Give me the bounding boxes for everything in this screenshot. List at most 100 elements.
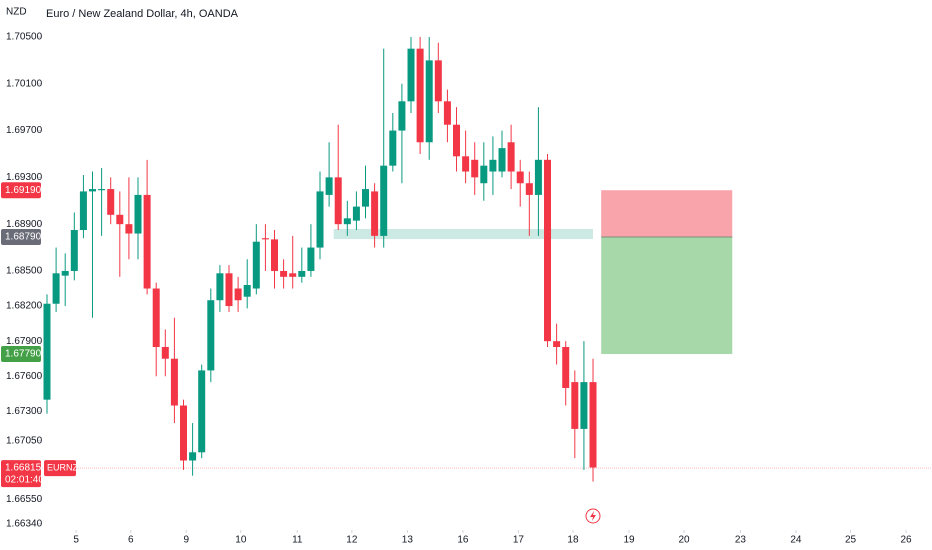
candle-body: [216, 273, 224, 301]
candle-body: [143, 194, 151, 289]
y-tick-label: 1.68200: [6, 301, 43, 312]
x-tick-label: 13: [402, 535, 414, 546]
x-tick-label: 18: [567, 535, 579, 546]
candle-body: [298, 270, 306, 277]
x-tick-label: 19: [623, 535, 635, 546]
candle-body: [498, 148, 506, 172]
candle-body: [107, 189, 115, 215]
x-tick-label: 20: [678, 535, 690, 546]
currency: NZD: [6, 7, 27, 18]
chart-title: Euro / New Zealand Dollar, 4h, OANDA: [46, 8, 239, 20]
candle-body: [134, 194, 142, 234]
y-tick-label: 1.67300: [6, 406, 43, 417]
candle-body: [471, 159, 479, 178]
candle-body: [407, 48, 415, 102]
candle-body: [261, 238, 269, 240]
price-badge: [1, 229, 41, 246]
price-badge: [1, 346, 41, 363]
candle-body: [70, 230, 78, 271]
candle-body: [398, 101, 406, 131]
candle-body: [544, 159, 552, 342]
x-tick-label: 12: [346, 535, 358, 546]
y-tick-label: 1.68900: [6, 219, 43, 230]
candle-body: [170, 358, 178, 406]
x-tick-label: 24: [790, 535, 802, 546]
candle-body: [580, 382, 588, 429]
zone: [333, 228, 594, 240]
candle-body: [161, 347, 169, 359]
candle-body: [534, 159, 542, 195]
stop-zone: [601, 190, 733, 238]
target-zone: [601, 237, 733, 355]
last-price-badge: [1, 460, 41, 488]
candle-body: [180, 405, 188, 461]
x-tick-label: 26: [901, 535, 913, 546]
y-tick-label: 1.67050: [6, 435, 43, 446]
y-tick-label: 1.68500: [6, 266, 43, 277]
candle-body: [589, 382, 597, 468]
candle-body: [362, 189, 370, 207]
last-price-label: 1.66815: [5, 463, 42, 474]
candle-body: [507, 142, 515, 172]
candle-body: [98, 189, 106, 191]
price-badge-label: 1.68790: [5, 232, 42, 243]
price-badge: [1, 182, 41, 199]
y-tick-label: 1.66550: [6, 494, 43, 505]
candle-body: [334, 177, 342, 225]
candle-body: [453, 124, 461, 157]
y-tick-label: 1.66340: [6, 518, 43, 529]
candle-body: [234, 288, 242, 301]
candle-body: [89, 189, 97, 192]
candle-body: [316, 191, 324, 248]
x-tick-label: 10: [235, 535, 247, 546]
symbol-badge: [44, 460, 76, 477]
candle-body: [52, 273, 60, 304]
candle-body: [289, 273, 297, 277]
candle-body: [434, 60, 442, 102]
candle-body: [480, 165, 488, 184]
x-tick-label: 25: [845, 535, 857, 546]
candle-body: [207, 300, 215, 371]
candle-body: [79, 191, 87, 231]
candle-body: [280, 270, 288, 277]
candle-body: [525, 183, 533, 195]
candle-body: [307, 247, 315, 271]
candle-body: [125, 224, 133, 234]
candle-body: [343, 218, 351, 225]
price-badge-label: 1.69190: [5, 185, 42, 196]
candle-body: [152, 288, 160, 348]
x-tick-label: 23: [735, 535, 747, 546]
y-tick-label: 1.67600: [6, 371, 43, 382]
x-tick-label: 6: [128, 535, 134, 546]
y-tick-label: 1.67900: [6, 336, 43, 347]
candle-body: [425, 60, 433, 143]
candle-body: [553, 341, 561, 348]
x-tick-label: 16: [457, 535, 469, 546]
candle-body: [225, 273, 233, 307]
candle-body: [325, 177, 333, 195]
candle-body: [116, 214, 124, 225]
y-tick-label: 1.70100: [6, 78, 43, 89]
candle-body: [489, 159, 497, 172]
candle-body: [189, 452, 197, 461]
countdown: 02:01:40: [5, 475, 44, 486]
candle-body: [352, 206, 360, 221]
candle-body: [516, 171, 524, 184]
candle-body: [443, 101, 451, 125]
symbol-label: EURNZD: [47, 462, 85, 472]
candle-body: [416, 48, 424, 143]
y-tick-label: 1.69300: [6, 172, 43, 183]
candle-body: [43, 303, 51, 400]
candle-body: [571, 382, 579, 429]
candle-body: [380, 165, 388, 236]
y-tick-label: 1.69700: [6, 125, 43, 136]
alert-icon[interactable]: [585, 508, 601, 524]
x-tick-label: 5: [73, 535, 79, 546]
candle-body: [371, 191, 379, 236]
candle-body: [252, 241, 260, 289]
x-tick-label: 11: [292, 535, 303, 546]
candle-body: [243, 285, 251, 297]
candle-body: [389, 130, 397, 166]
price-badge-label: 1.67790: [5, 349, 42, 360]
